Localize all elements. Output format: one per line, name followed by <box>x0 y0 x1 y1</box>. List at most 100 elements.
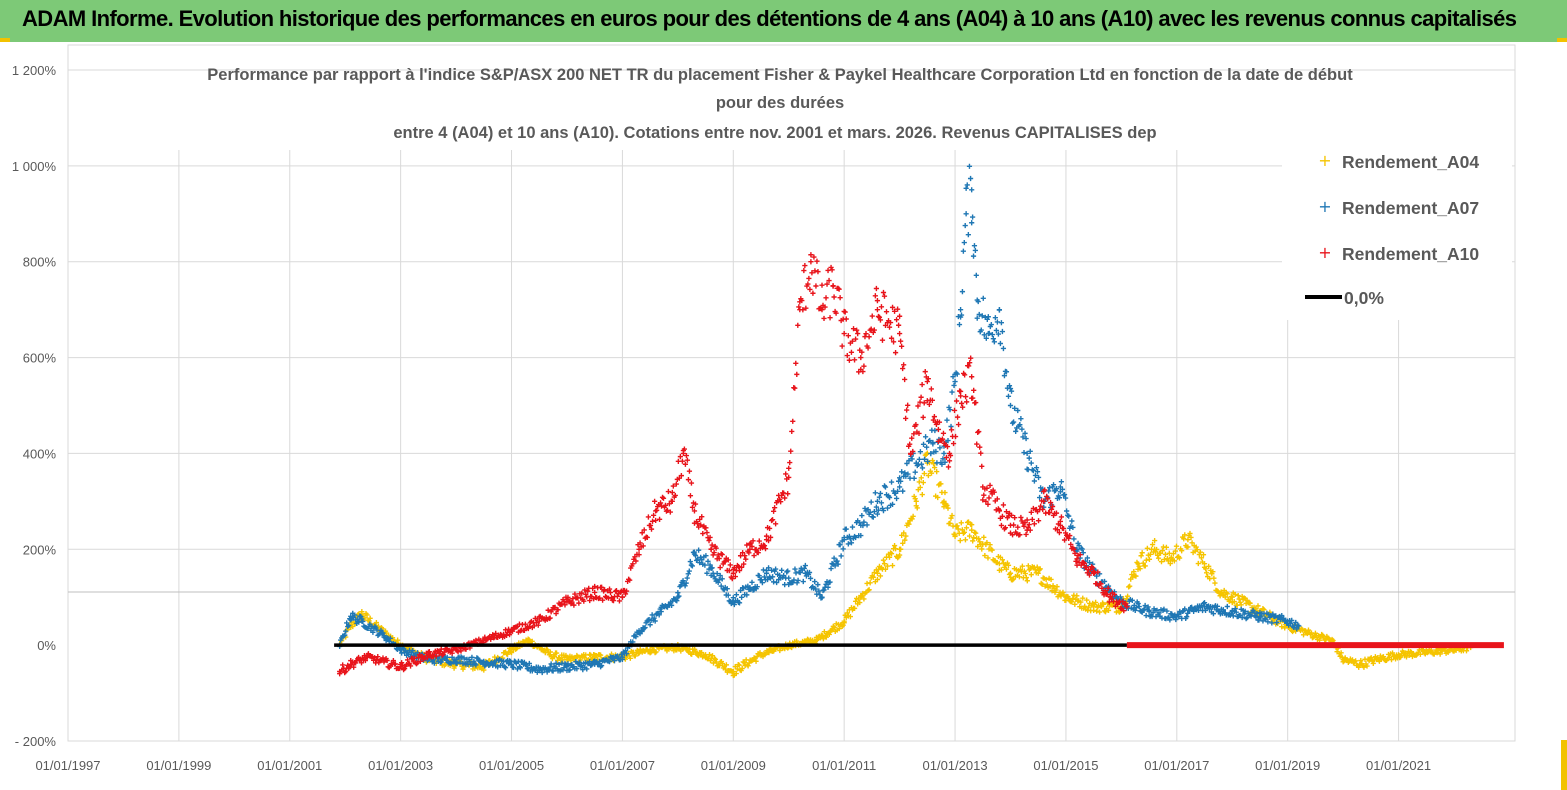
data-point <box>1279 624 1285 630</box>
data-point <box>921 456 928 462</box>
data-point <box>544 647 550 653</box>
data-point <box>799 297 805 304</box>
data-point <box>736 567 743 574</box>
data-point <box>449 650 455 656</box>
data-point <box>473 662 479 668</box>
data-point <box>577 659 583 666</box>
x-tick-label: 01/01/2009 <box>701 758 766 773</box>
data-point <box>1096 609 1103 615</box>
data-point <box>727 562 733 568</box>
data-point <box>706 537 712 544</box>
data-point <box>733 670 739 677</box>
data-point <box>889 304 896 310</box>
data-point <box>1026 521 1032 528</box>
data-point <box>1253 614 1259 620</box>
data-point <box>1069 518 1075 524</box>
data-point <box>873 285 879 292</box>
data-point <box>874 576 881 583</box>
data-point <box>753 658 759 664</box>
data-point <box>548 661 554 667</box>
data-point <box>1037 566 1043 572</box>
data-point <box>1009 532 1016 538</box>
data-point <box>806 275 812 282</box>
data-point <box>800 578 806 585</box>
data-point <box>875 507 882 513</box>
data-point <box>944 443 951 450</box>
data-point <box>506 632 513 638</box>
data-point-anchor <box>841 618 847 624</box>
data-point <box>1300 632 1307 638</box>
data-point-anchor <box>1340 656 1346 663</box>
data-point <box>991 339 997 345</box>
chart-title-line-2: pour des durées <box>716 94 844 112</box>
data-point <box>614 653 621 659</box>
data-point <box>969 522 975 528</box>
data-point <box>1028 509 1034 515</box>
data-point <box>939 436 946 442</box>
data-point <box>909 435 915 441</box>
data-point-anchor <box>985 331 991 337</box>
data-point <box>366 618 372 624</box>
data-point <box>865 506 871 513</box>
data-point <box>823 295 829 301</box>
data-point <box>887 550 894 556</box>
data-point <box>941 504 947 510</box>
data-point <box>1279 613 1285 619</box>
data-point <box>686 468 693 474</box>
data-point <box>387 635 393 641</box>
data-point <box>1060 589 1066 595</box>
data-point <box>832 563 838 569</box>
data-point <box>1090 565 1096 571</box>
data-point <box>987 482 993 489</box>
data-point <box>636 552 642 558</box>
data-point-anchor <box>874 498 881 504</box>
data-point <box>847 536 854 542</box>
data-point <box>1098 581 1104 587</box>
data-point <box>719 552 725 558</box>
data-point <box>623 651 630 657</box>
data-point <box>583 591 589 598</box>
data-point <box>773 646 779 652</box>
data-point <box>1072 550 1078 556</box>
data-point <box>1070 524 1076 531</box>
data-point <box>1420 647 1426 653</box>
data-point <box>1380 654 1387 660</box>
data-point <box>606 659 613 665</box>
data-point <box>1156 610 1162 616</box>
data-point <box>932 427 938 434</box>
data-point <box>647 522 654 529</box>
data-point <box>1320 632 1326 638</box>
data-point <box>627 655 633 661</box>
data-point <box>1179 548 1185 554</box>
data-point <box>958 312 965 318</box>
data-point <box>1028 460 1034 466</box>
data-point-anchor <box>1423 649 1429 655</box>
data-point <box>884 505 891 511</box>
data-point <box>375 654 381 660</box>
data-point <box>1086 604 1092 610</box>
data-point <box>736 600 743 606</box>
data-point <box>928 386 934 392</box>
data-point <box>1084 597 1090 603</box>
data-point <box>1005 513 1012 519</box>
data-point <box>469 654 475 660</box>
data-point <box>434 648 440 654</box>
data-point <box>726 568 732 574</box>
data-point-anchor <box>653 508 659 514</box>
data-point <box>627 577 633 583</box>
data-point <box>633 558 639 564</box>
data-point <box>1135 600 1141 607</box>
data-point <box>821 629 827 635</box>
data-point <box>1078 599 1084 605</box>
data-point <box>906 458 912 464</box>
data-point <box>893 495 900 502</box>
data-point <box>1211 575 1217 581</box>
data-point <box>779 567 785 573</box>
data-point <box>1143 612 1149 619</box>
data-point <box>1064 508 1070 514</box>
data-point-anchor <box>708 546 714 552</box>
data-point <box>919 491 925 498</box>
data-point <box>981 534 987 540</box>
data-point-anchor <box>1057 522 1063 528</box>
